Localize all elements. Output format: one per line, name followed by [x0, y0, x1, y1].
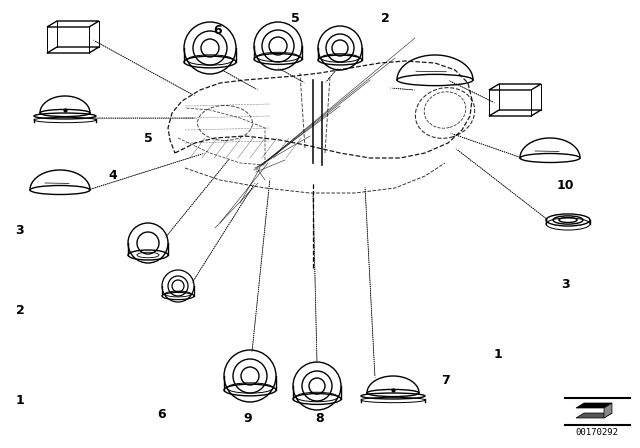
Text: 00170292: 00170292 [575, 427, 618, 436]
Text: 8: 8 [316, 412, 324, 425]
Polygon shape [576, 403, 612, 408]
Text: 2: 2 [381, 12, 389, 25]
Text: 6: 6 [157, 409, 166, 422]
Text: 5: 5 [143, 132, 152, 145]
Text: 3: 3 [561, 279, 570, 292]
Polygon shape [576, 413, 612, 418]
Text: 6: 6 [214, 23, 222, 36]
Text: 2: 2 [15, 303, 24, 316]
Text: 7: 7 [440, 374, 449, 387]
Text: 9: 9 [244, 412, 252, 425]
Text: 5: 5 [291, 12, 300, 25]
Text: 1: 1 [15, 393, 24, 406]
Text: 1: 1 [493, 349, 502, 362]
Text: 4: 4 [109, 168, 117, 181]
Text: 10: 10 [556, 178, 573, 191]
Text: 3: 3 [16, 224, 24, 237]
Polygon shape [604, 403, 612, 418]
